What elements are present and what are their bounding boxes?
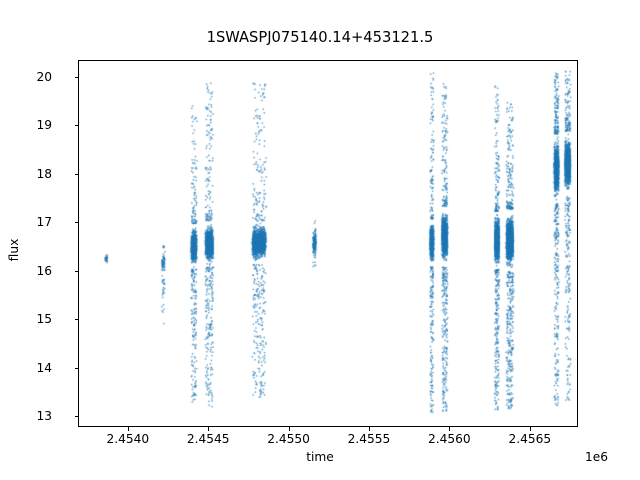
y-tick-mark bbox=[74, 270, 78, 272]
y-tick-mark bbox=[74, 416, 78, 418]
y-tick-label: 18 bbox=[36, 166, 52, 181]
y-tick-mark bbox=[74, 76, 78, 78]
y-tick-label: 20 bbox=[36, 69, 52, 84]
y-tick-mark bbox=[74, 367, 78, 369]
x-tick-label: 2.4550 bbox=[267, 432, 310, 446]
x-tick-label: 2.4565 bbox=[508, 432, 552, 446]
x-tick-mark bbox=[208, 427, 210, 431]
x-tick-label: 2.4545 bbox=[186, 432, 230, 446]
y-axis-label: flux bbox=[7, 238, 21, 262]
y-tick-label: 16 bbox=[36, 263, 52, 278]
x-tick-label: 2.4555 bbox=[347, 432, 391, 446]
y-tick-mark bbox=[74, 222, 78, 224]
x-tick-mark bbox=[288, 427, 290, 431]
y-tick-label: 17 bbox=[36, 215, 52, 230]
y-tick-mark bbox=[74, 173, 78, 175]
x-tick-mark bbox=[449, 427, 451, 431]
x-tick-mark bbox=[529, 427, 531, 431]
y-tick-label: 19 bbox=[36, 118, 52, 133]
y-tick-mark bbox=[74, 125, 78, 127]
x-tick-mark bbox=[127, 427, 129, 431]
y-tick-label: 14 bbox=[36, 360, 52, 375]
y-tick-label: 13 bbox=[36, 409, 52, 424]
y-tick-label: 15 bbox=[36, 312, 52, 327]
x-tick-mark bbox=[368, 427, 370, 431]
x-tick-label: 2.4560 bbox=[428, 432, 471, 446]
x-axis-label: time bbox=[306, 450, 334, 464]
y-tick-mark bbox=[74, 319, 78, 321]
x-tick-label: 2.4540 bbox=[106, 432, 150, 446]
plot-axes bbox=[78, 60, 578, 427]
page-title: 1SWASPJ075140.14+453121.5 bbox=[206, 29, 434, 46]
x-axis-offset-text: 1e6 bbox=[584, 450, 608, 464]
scatter-plot-canvas bbox=[79, 61, 577, 426]
